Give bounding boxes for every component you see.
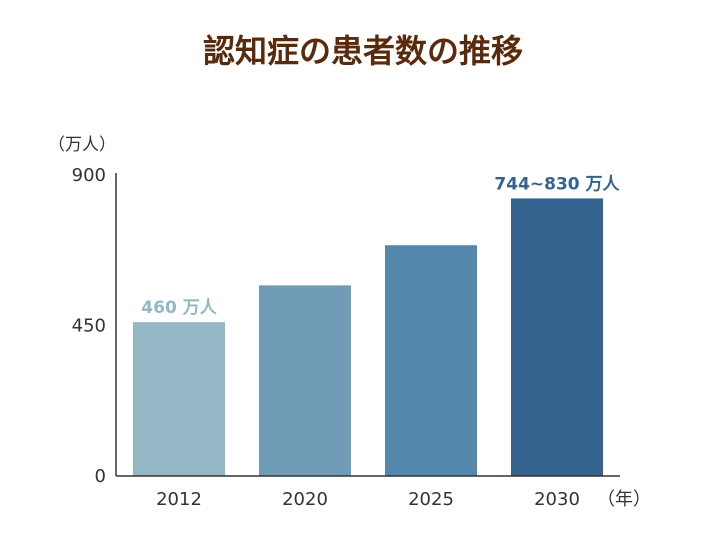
y-tick-label: 0 xyxy=(95,466,106,487)
bar-2012 xyxy=(133,322,225,476)
x-tick-label: 2030 xyxy=(534,489,580,510)
x-tick-label: 2020 xyxy=(282,489,328,510)
x-axis-unit-label: （年） xyxy=(597,489,651,510)
y-tick-label: 900 xyxy=(72,165,106,186)
bar-2020 xyxy=(259,285,351,476)
data-label-2012: 460 万人 xyxy=(141,298,217,318)
bar-2030 xyxy=(511,198,603,476)
y-axis-unit-label: （万人） xyxy=(48,135,116,155)
bar-2025 xyxy=(385,245,477,476)
chart-title: 認知症の患者数の推移 xyxy=(202,32,523,70)
x-tick-label: 2012 xyxy=(156,489,202,510)
x-tick-label: 2025 xyxy=(408,489,454,510)
y-tick-label: 450 xyxy=(72,316,106,337)
data-label-2030: 744~830 万人 xyxy=(494,174,620,194)
